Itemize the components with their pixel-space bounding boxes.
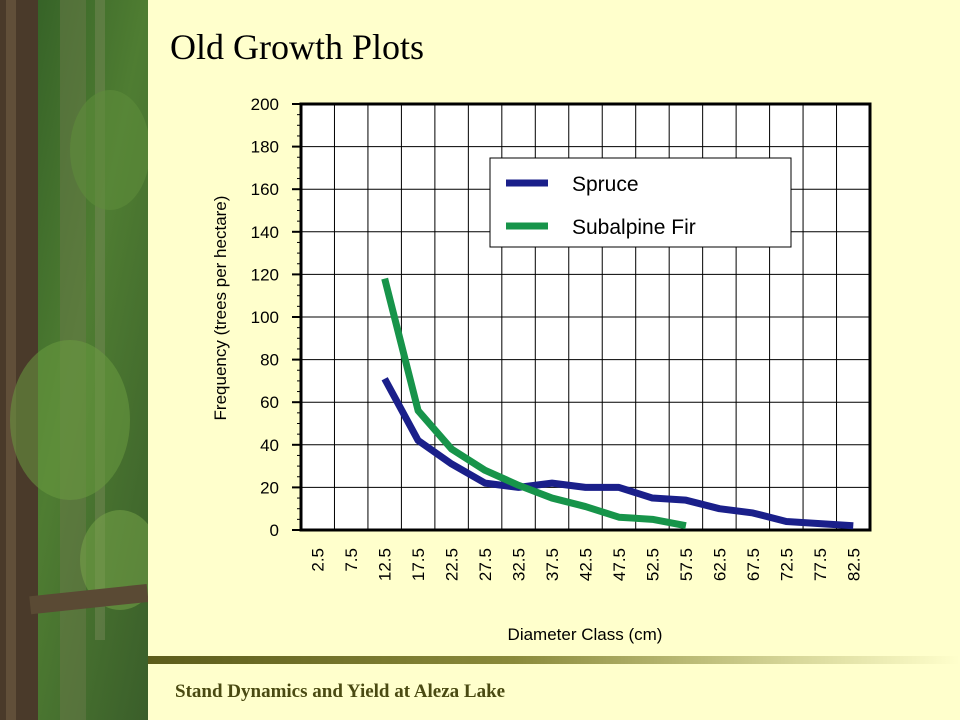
x-tick-label: 82.5 [844, 548, 863, 581]
x-tick-label: 7.5 [342, 548, 361, 572]
x-tick-label: 37.5 [543, 548, 562, 581]
x-tick-label: 27.5 [476, 548, 495, 581]
chart-legend: Spruce Subalpine Fir [489, 157, 792, 248]
x-tick-label: 22.5 [443, 548, 462, 581]
series-line-subalpine-fir [381, 277, 687, 530]
footer-divider [148, 656, 960, 664]
x-tick-label: 77.5 [811, 548, 830, 581]
y-tick-label: 40 [260, 436, 279, 455]
legend-label: Spruce [572, 173, 639, 196]
y-tick-label: 140 [251, 223, 279, 242]
forest-photo [0, 0, 148, 720]
legend-label: Subalpine Fir [572, 216, 696, 239]
legend-box [489, 157, 792, 248]
y-tick-label: 60 [260, 393, 279, 412]
footer-caption: Stand Dynamics and Yield at Aleza Lake [175, 681, 506, 702]
y-tick-label: 0 [270, 521, 279, 540]
x-tick-label: 67.5 [744, 548, 763, 581]
y-axis-label: Frequency (trees per hectare) [211, 196, 230, 421]
y-tick-label: 80 [260, 351, 279, 370]
y-tick-label: 20 [260, 478, 279, 497]
slide-title: Old Growth Plots [170, 27, 425, 67]
x-tick-label: 72.5 [777, 548, 796, 581]
x-tick-label: 32.5 [510, 548, 529, 581]
y-tick-label: 200 [251, 95, 279, 114]
x-tick-label: 57.5 [677, 548, 696, 581]
x-tick-label: 17.5 [409, 548, 428, 581]
y-tick-label: 160 [251, 180, 279, 199]
x-tick-label: 47.5 [610, 548, 629, 581]
x-axis-label: Diameter Class (cm) [508, 625, 663, 644]
x-tick-label: 52.5 [643, 548, 662, 581]
x-tick-label: 2.5 [309, 548, 328, 572]
y-tick-label: 100 [251, 308, 279, 327]
x-tick-label: 42.5 [577, 548, 596, 581]
x-tick-label: 62.5 [710, 548, 729, 581]
x-tick-label: 12.5 [376, 548, 395, 581]
y-tick-label: 120 [251, 265, 279, 284]
y-tick-label: 180 [251, 138, 279, 157]
